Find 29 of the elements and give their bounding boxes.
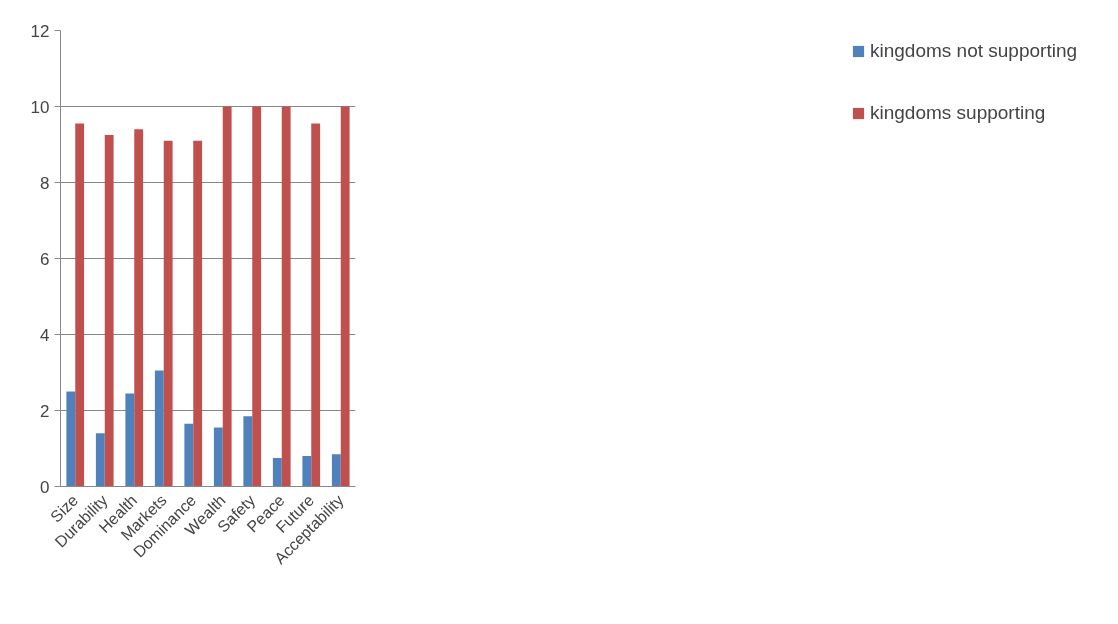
bar	[184, 423, 194, 487]
bar	[66, 391, 76, 487]
y-tick-label: 6	[40, 249, 50, 269]
bar	[302, 456, 312, 487]
y-tick-label: 10	[30, 97, 50, 117]
bar	[193, 140, 203, 487]
bar	[340, 106, 350, 487]
bar	[213, 427, 223, 487]
y-tick-label: 8	[40, 173, 50, 193]
legend-label: kingdoms not supporting	[870, 40, 1078, 62]
bar	[125, 393, 135, 487]
bar	[95, 433, 105, 487]
y-tick-label: 12	[30, 21, 50, 41]
bar	[243, 416, 253, 487]
bar	[134, 129, 144, 487]
bar	[252, 106, 262, 487]
bar	[163, 140, 173, 487]
bar	[281, 106, 291, 487]
y-tick-label: 2	[40, 401, 50, 421]
bar	[331, 454, 341, 487]
bar	[222, 106, 232, 487]
bar	[311, 123, 321, 487]
bar	[272, 458, 282, 487]
bar	[104, 135, 114, 487]
y-tick-label: 4	[40, 325, 50, 345]
legend-label: kingdoms supporting	[870, 102, 1047, 124]
y-tick-label: 0	[40, 477, 50, 497]
bar	[154, 370, 164, 487]
bar	[75, 123, 85, 487]
